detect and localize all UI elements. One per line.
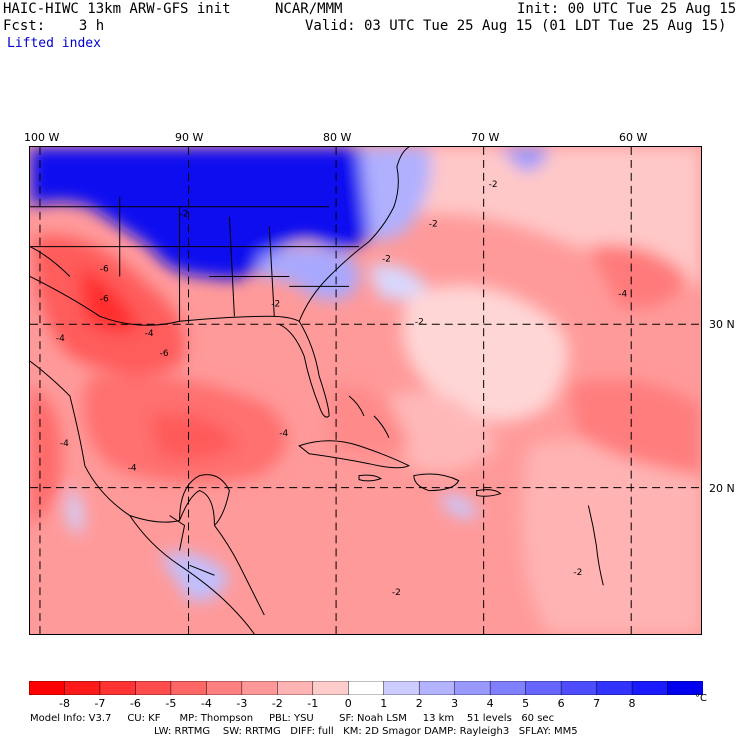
colorbar-tick-label: 5 <box>522 697 530 710</box>
colorbar-tick-label: -1 <box>307 697 319 710</box>
colorbar-tick-label: -3 <box>236 697 248 710</box>
colorbar-tick-label: -6 <box>129 697 141 710</box>
lon-label-100w: 100 W <box>24 131 60 144</box>
colorbar-tick-label: 6 <box>557 697 565 710</box>
colorbar-swatch <box>667 681 703 695</box>
model-info-line1: Model Info: V3.7 CU: KF MP: Thompson PBL… <box>30 713 555 724</box>
contour-label: -4 <box>279 429 288 439</box>
colorbar-swatch <box>631 681 669 695</box>
colorbar-tick-label: -8 <box>58 697 70 710</box>
contour-label: -2 <box>415 317 424 327</box>
lat-label-30n: 30 N <box>709 318 735 331</box>
contour-label: -4 <box>128 464 137 474</box>
colorbar-swatch <box>454 681 491 695</box>
contour-label: -2 <box>180 210 189 220</box>
model-info-line2: LW: RRTMG SW: RRTMG DIFF: full KM: 2D Sm… <box>154 726 578 737</box>
field-name: Lifted index <box>7 36 101 51</box>
contour-label: -4 <box>618 289 627 299</box>
colorbar <box>29 681 703 695</box>
colorbar-swatch <box>489 681 527 695</box>
contour-label: -4 <box>145 329 154 339</box>
colorbar-tick-label: 4 <box>486 697 494 710</box>
field-shading <box>30 147 701 634</box>
lon-label-90w: 90 W <box>175 131 204 144</box>
contour-label: -2 <box>271 299 280 309</box>
colorbar-tick-label: -7 <box>94 697 106 710</box>
contour-label: -2 <box>382 255 391 265</box>
colorbar-tick-label: -5 <box>165 697 177 710</box>
lon-label-80w: 80 W <box>323 131 352 144</box>
lon-label-70w: 70 W <box>471 131 500 144</box>
contour-label: -2 <box>392 588 401 598</box>
colorbar-tick-label: 8 <box>628 697 636 710</box>
contour-label: -6 <box>100 294 109 304</box>
colorbar-tick-label: 2 <box>415 697 423 710</box>
colorbar-swatch <box>596 681 633 695</box>
colorbar-swatch <box>348 681 385 695</box>
colorbar-swatch <box>418 681 456 695</box>
contour-label: -2 <box>429 220 438 230</box>
contour-label: -2 <box>573 568 582 578</box>
colorbar-tick-label: 7 <box>593 697 601 710</box>
colorbar-swatch <box>206 681 243 695</box>
colorbar-swatch <box>560 681 598 695</box>
colorbar-swatch <box>525 681 562 695</box>
organization-label: NCAR/MMM <box>275 1 343 17</box>
colorbar-swatch <box>64 681 101 695</box>
colorbar-swatch <box>277 681 314 695</box>
contour-label: -2 <box>489 180 498 190</box>
colorbar-swatch <box>241 681 279 695</box>
contour-labels: -2 -4 -6 -6 -4 -6 -2 -2 -2 -4 -2 -4 -2 -… <box>56 180 628 598</box>
colorbar-swatch <box>312 681 350 695</box>
colorbar-swatch <box>383 681 420 695</box>
lifted-index-map: -2 -4 -6 -6 -4 -6 -2 -2 -2 -4 -2 -4 -2 -… <box>29 146 702 635</box>
colorbar-tick-label: 3 <box>451 697 459 710</box>
forecast-hour: Fcst: 3 h <box>3 18 105 34</box>
contour-label: -4 <box>60 439 69 449</box>
colorbar-swatch <box>29 681 66 695</box>
model-title: HAIC-HIWC 13km ARW-GFS init <box>3 1 231 17</box>
valid-time: Valid: 03 UTC Tue 25 Aug 15 (01 LDT Tue … <box>305 18 727 34</box>
init-time: Init: 00 UTC Tue 25 Aug 15 <box>517 1 737 17</box>
contour-label: -4 <box>56 334 65 344</box>
colorbar-tick-label: 0 <box>344 697 352 710</box>
lon-label-60w: 60 W <box>619 131 648 144</box>
graticule <box>30 147 701 634</box>
lat-label-20n: 20 N <box>709 482 735 495</box>
contour-label: -6 <box>100 264 109 274</box>
colorbar-swatch <box>135 681 172 695</box>
colorbar-tick-label: 1 <box>380 697 388 710</box>
contour-label: -6 <box>160 349 169 359</box>
colorbar-swatch <box>99 681 137 695</box>
colorbar-tick-label: -2 <box>271 697 283 710</box>
colorbar-tick-label: -4 <box>200 697 212 710</box>
colorbar-swatch <box>170 681 208 695</box>
colorbar-unit: °C <box>695 693 707 704</box>
